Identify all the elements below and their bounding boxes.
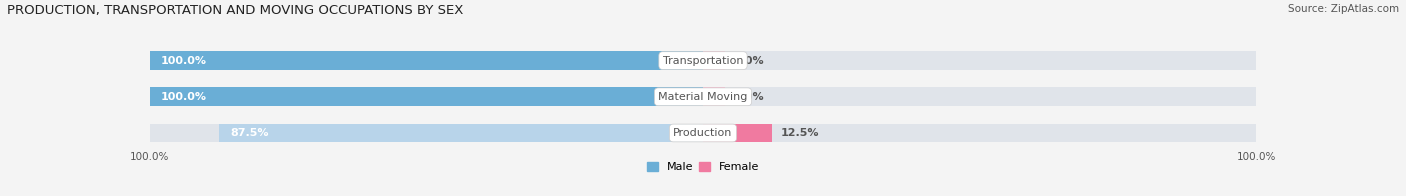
Bar [703, 123, 772, 142]
Bar [703, 123, 1257, 142]
Bar [149, 51, 703, 70]
Text: 100.0%: 100.0% [160, 56, 207, 66]
Text: Material Moving: Material Moving [658, 92, 748, 102]
Bar [149, 87, 703, 106]
Text: 100.0%: 100.0% [160, 92, 207, 102]
Bar [149, 51, 703, 70]
Legend: Male, Female: Male, Female [643, 157, 763, 177]
Text: Source: ZipAtlas.com: Source: ZipAtlas.com [1288, 4, 1399, 14]
Bar [703, 87, 1257, 106]
Text: 0.0%: 0.0% [734, 56, 763, 66]
Bar [703, 51, 725, 70]
Text: 12.5%: 12.5% [780, 128, 818, 138]
Bar [219, 123, 703, 142]
Text: PRODUCTION, TRANSPORTATION AND MOVING OCCUPATIONS BY SEX: PRODUCTION, TRANSPORTATION AND MOVING OC… [7, 4, 464, 17]
Bar [703, 87, 725, 106]
Text: Transportation: Transportation [662, 56, 744, 66]
Bar [149, 123, 703, 142]
Bar [703, 51, 1257, 70]
Text: 100.0%: 100.0% [1237, 152, 1277, 162]
Bar [149, 87, 703, 106]
Text: 100.0%: 100.0% [129, 152, 169, 162]
Text: 0.0%: 0.0% [734, 92, 763, 102]
Text: 87.5%: 87.5% [231, 128, 269, 138]
Text: Production: Production [673, 128, 733, 138]
